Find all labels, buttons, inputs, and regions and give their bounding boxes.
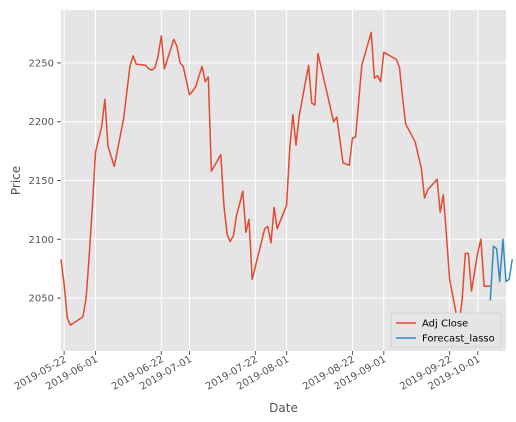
series-line-adj-close bbox=[60, 31, 491, 326]
legend: Adj Close Forecast_lasso bbox=[390, 312, 502, 348]
y-tick-label: 2200 bbox=[29, 117, 54, 128]
y-tick-label: 2150 bbox=[29, 176, 54, 187]
legend-label-forecast-lasso: Forecast_lasso bbox=[422, 334, 495, 345]
x-axis-title: Date bbox=[269, 401, 298, 415]
y-axis: 2050 2100 2150 2200 2250 bbox=[29, 58, 61, 305]
y-tick-label: 2100 bbox=[29, 235, 54, 246]
legend-label-adj-close: Adj Close bbox=[422, 319, 468, 330]
y-axis-title: Price bbox=[9, 166, 23, 195]
series-layer bbox=[60, 31, 514, 326]
y-tick-label: 2050 bbox=[29, 294, 54, 305]
grid bbox=[61, 10, 506, 351]
series-line-forecast-lasso bbox=[489, 238, 514, 301]
y-tick-label: 2250 bbox=[29, 58, 54, 69]
legend-box bbox=[390, 312, 502, 348]
